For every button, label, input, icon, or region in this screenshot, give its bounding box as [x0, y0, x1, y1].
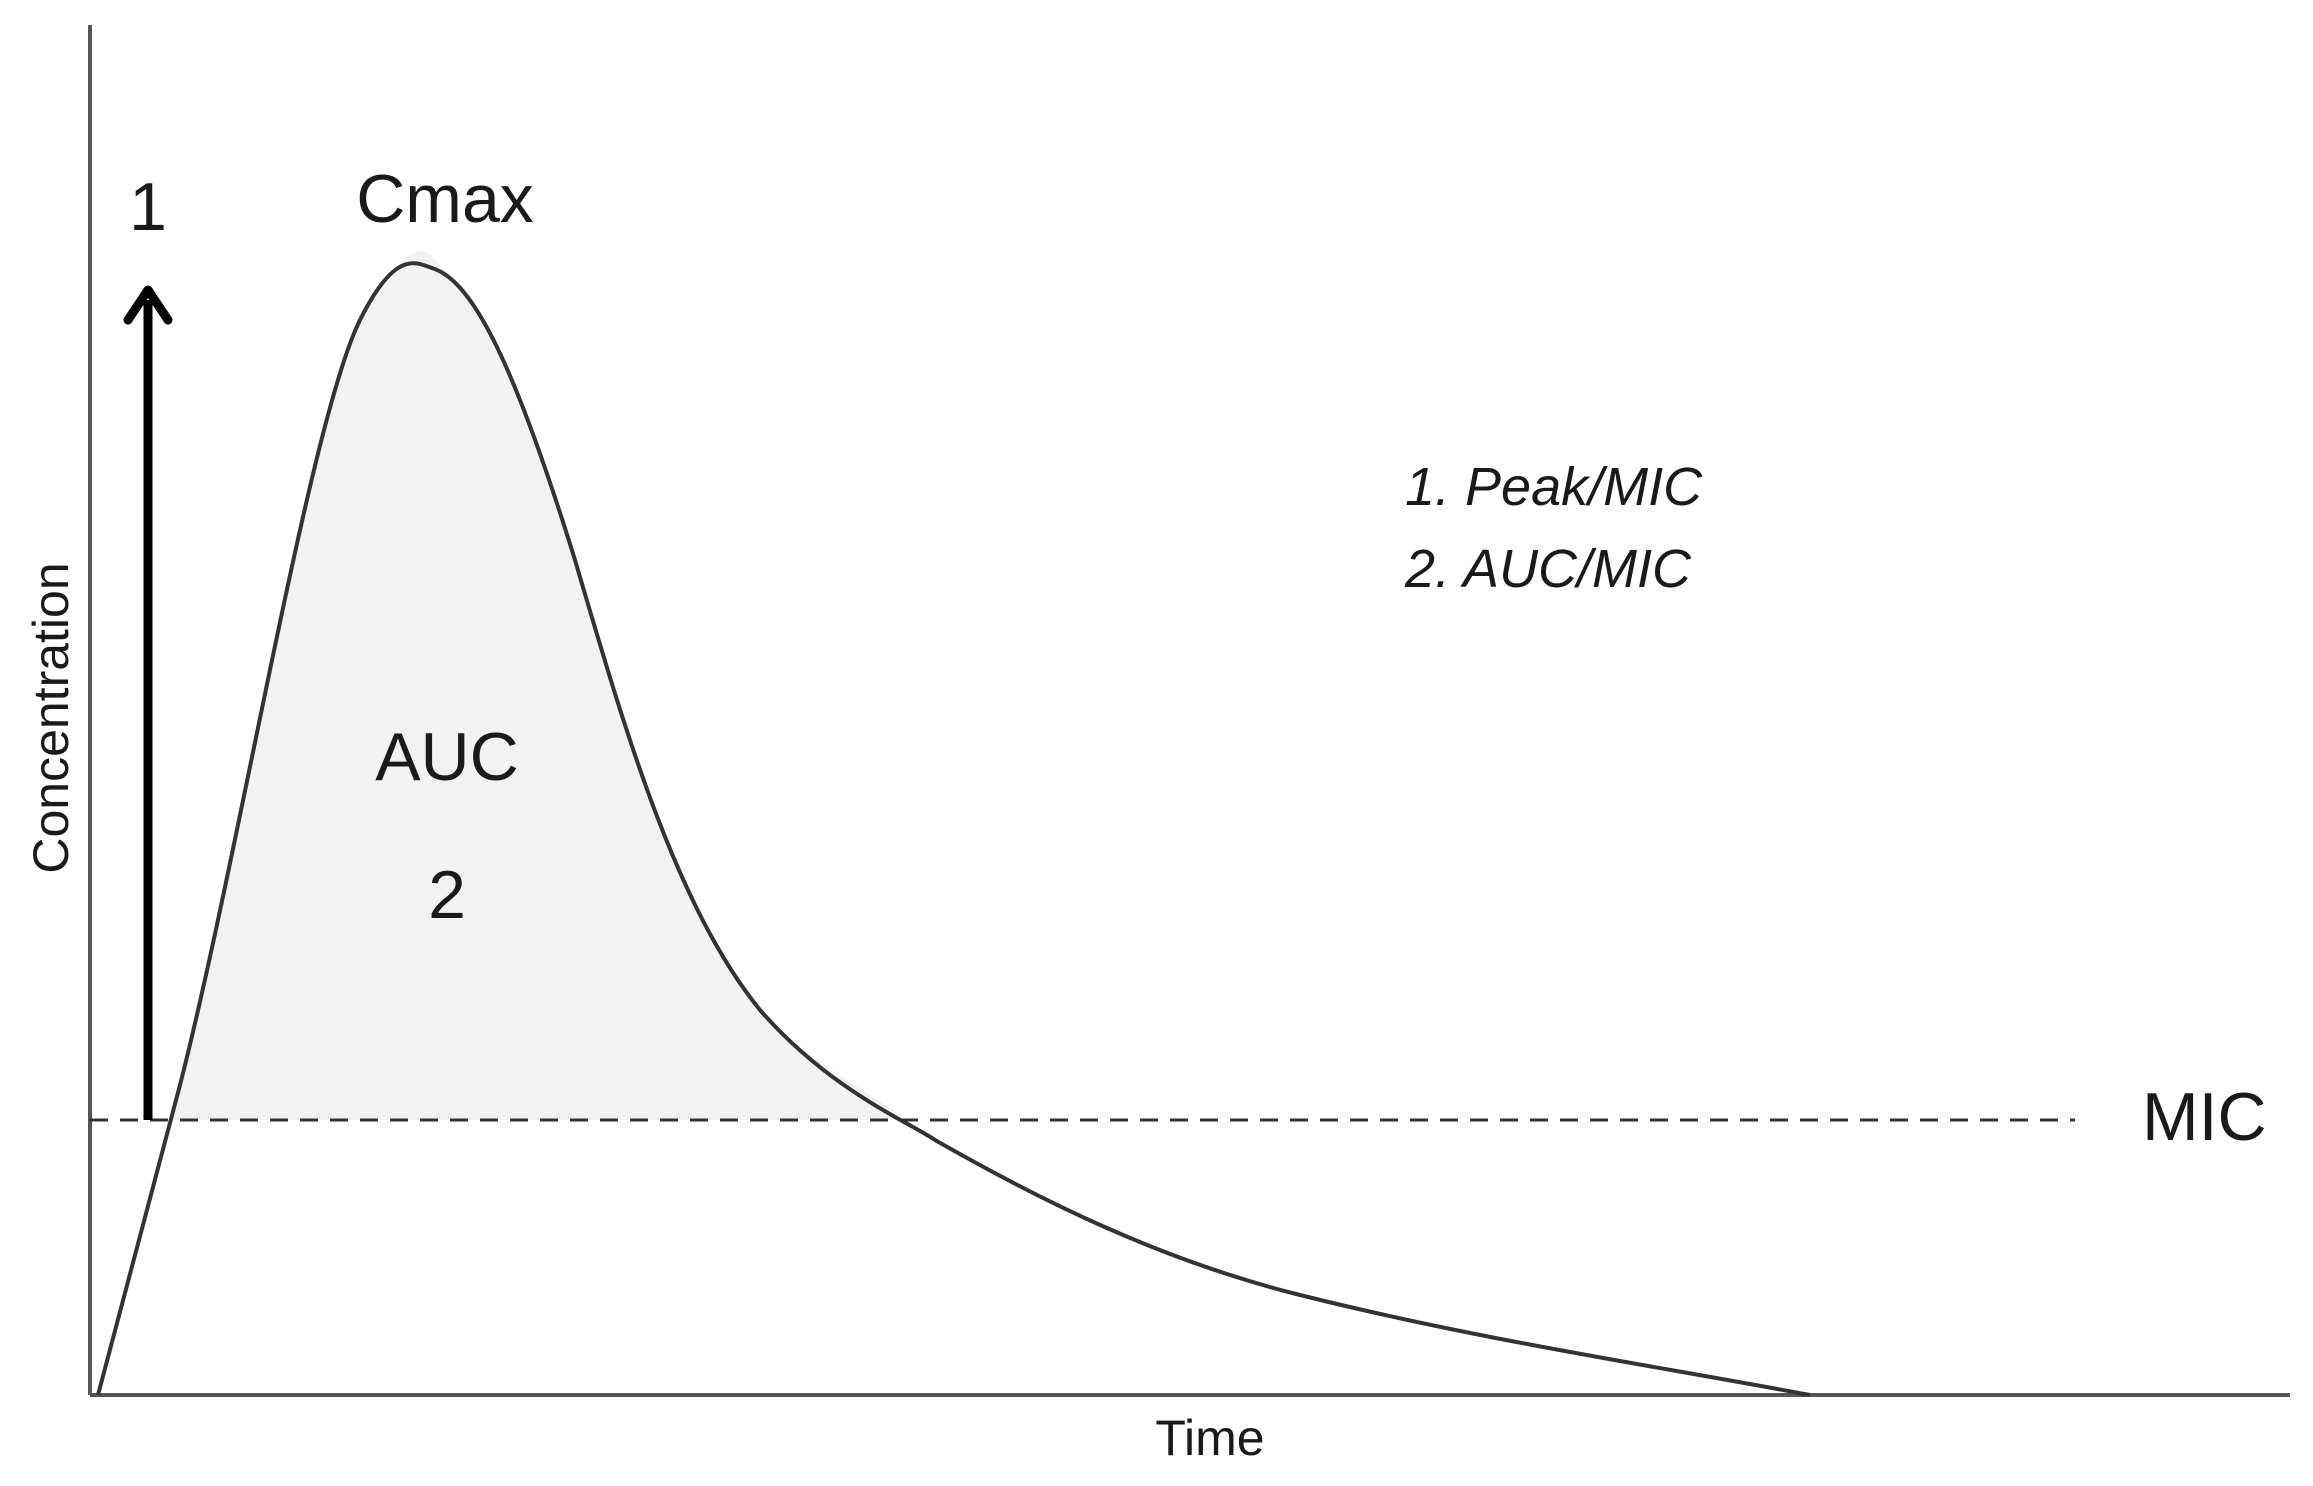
y-axis-label: Concentration: [23, 562, 79, 873]
mic-label: MIC: [2142, 1079, 2267, 1155]
auc-shaded-area: [169, 251, 905, 1120]
x-axis-label: Time: [1155, 1410, 1264, 1466]
auc-label: AUC: [375, 719, 519, 795]
concentration-curve: [96, 261, 1811, 1397]
legend-item-peak-mic: 1. Peak/MIC: [1405, 457, 1703, 517]
peak-arrow-head: [123, 285, 173, 325]
legend-item-auc-mic: 2. AUC/MIC: [1404, 539, 1692, 599]
cmax-label: Cmax: [356, 161, 534, 237]
auc-marker-label: 2: [428, 857, 466, 933]
arrow-marker-label: 1: [129, 169, 167, 245]
